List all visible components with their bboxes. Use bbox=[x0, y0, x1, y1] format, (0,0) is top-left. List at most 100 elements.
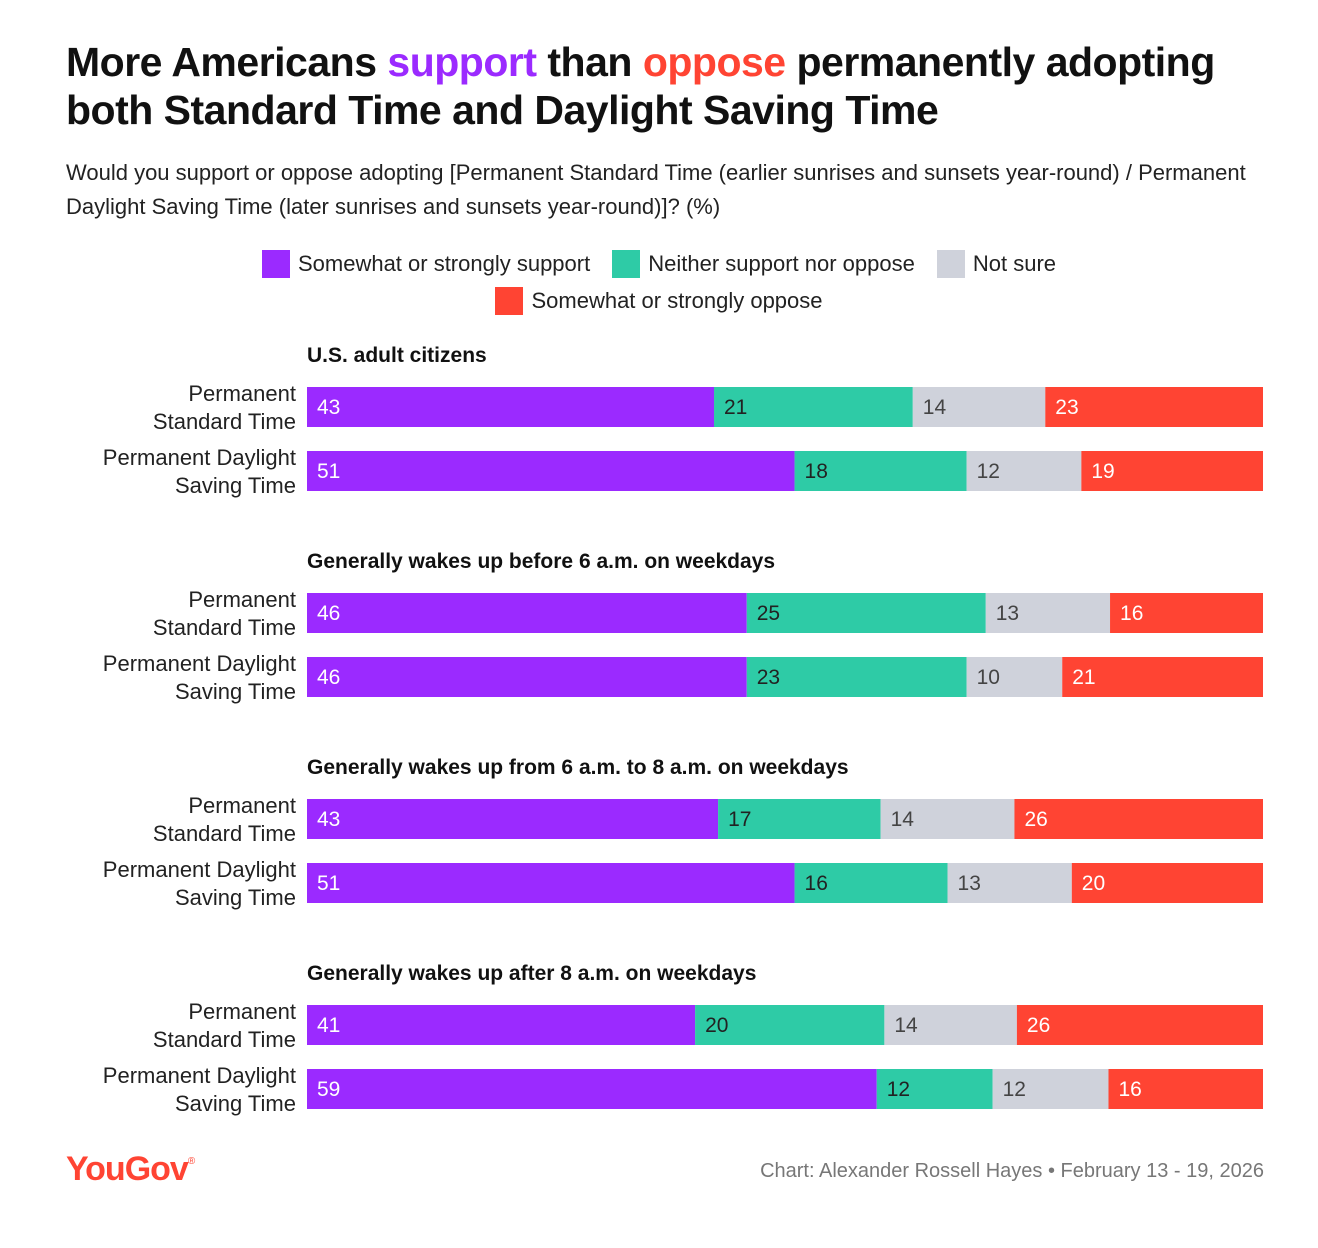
bar-segment-neither bbox=[718, 799, 881, 839]
bar-segment-not-sure bbox=[912, 387, 1046, 427]
row-label-line1: Permanent bbox=[188, 999, 296, 1024]
data-label-neither: 23 bbox=[757, 666, 780, 689]
bar-segment-not-sure bbox=[966, 657, 1063, 697]
bar-segment-oppose bbox=[1045, 387, 1263, 427]
legend-label-not-sure: Not sure bbox=[972, 251, 1057, 276]
data-label-neither: 17 bbox=[728, 808, 751, 831]
legend-second-row: Somewhat or strongly oppose bbox=[0, 287, 1318, 315]
data-label-not-sure: 14 bbox=[891, 808, 915, 831]
legend-swatch-neither bbox=[612, 250, 641, 278]
data-label-oppose: 26 bbox=[1027, 1014, 1050, 1037]
row-label-line1: Permanent Daylight bbox=[103, 1063, 296, 1088]
row-label-line2: Standard Time bbox=[153, 821, 296, 846]
data-label-support: 59 bbox=[317, 1078, 340, 1101]
row-label-line1: Permanent bbox=[188, 793, 296, 818]
row-label-line1: Permanent Daylight bbox=[103, 651, 296, 676]
data-label-not-sure: 10 bbox=[977, 666, 1000, 689]
data-label-support: 51 bbox=[317, 460, 340, 483]
bar-segment-support bbox=[307, 387, 715, 427]
bar-segment-oppose bbox=[1062, 657, 1263, 697]
legend-swatch-not-sure bbox=[936, 250, 965, 278]
data-label-support: 41 bbox=[317, 1014, 340, 1037]
data-label-support: 46 bbox=[317, 602, 340, 625]
data-label-oppose: 16 bbox=[1118, 1078, 1141, 1101]
data-label-support: 43 bbox=[317, 396, 340, 419]
legend: Somewhat or strongly support Neither sup… bbox=[0, 250, 1318, 278]
data-label-neither: 20 bbox=[705, 1014, 728, 1037]
row-label-line1: Permanent bbox=[188, 381, 296, 406]
legend-swatch-support bbox=[261, 250, 290, 278]
row-label-line2: Saving Time bbox=[175, 679, 296, 704]
data-label-oppose: 19 bbox=[1091, 460, 1114, 483]
bar-segment-oppose bbox=[1014, 799, 1263, 839]
legend-item-oppose: Somewhat or strongly oppose bbox=[495, 287, 823, 315]
bar-segment-support bbox=[307, 1069, 877, 1109]
chart-subtitle: Would you support or oppose adopting [Pe… bbox=[66, 160, 1246, 219]
legend-label-neither: Neither support nor oppose bbox=[648, 251, 915, 276]
bar-segment-not-sure bbox=[985, 593, 1111, 633]
data-label-oppose: 23 bbox=[1055, 396, 1078, 419]
bar-segment-support bbox=[307, 657, 747, 697]
legend-label-support: Somewhat or strongly support bbox=[297, 251, 591, 276]
data-label-not-sure: 14 bbox=[894, 1014, 918, 1037]
data-label-not-sure: 13 bbox=[958, 872, 981, 895]
legend-label-oppose: Somewhat or strongly oppose bbox=[531, 288, 823, 313]
row-label-line2: Standard Time bbox=[153, 1027, 296, 1052]
data-label-neither: 18 bbox=[805, 460, 828, 483]
data-label-not-sure: 13 bbox=[996, 602, 1019, 625]
bar-segment-neither bbox=[714, 387, 913, 427]
bar-segment-support bbox=[307, 1005, 696, 1045]
bar-segment-not-sure bbox=[966, 451, 1082, 491]
data-label-not-sure: 12 bbox=[1003, 1078, 1026, 1101]
bar-segment-neither bbox=[746, 593, 986, 633]
bar-segment-oppose bbox=[1108, 1069, 1263, 1109]
bar-segment-neither bbox=[794, 863, 948, 903]
legend-item-not-sure: Not sure bbox=[936, 250, 1057, 278]
data-label-neither: 25 bbox=[757, 602, 780, 625]
data-label-neither: 21 bbox=[724, 396, 747, 419]
group-label: Generally wakes up from 6 a.m. to 8 a.m.… bbox=[307, 756, 849, 779]
bar-segment-not-sure bbox=[880, 799, 1015, 839]
bar-segment-oppose bbox=[1081, 451, 1263, 491]
bar-segment-support bbox=[307, 593, 747, 633]
data-label-oppose: 16 bbox=[1120, 602, 1143, 625]
legend-swatch-oppose bbox=[495, 287, 524, 315]
bar-segment-support bbox=[307, 451, 795, 491]
data-label-oppose: 20 bbox=[1082, 872, 1105, 895]
bar-segment-neither bbox=[746, 657, 967, 697]
data-label-oppose: 21 bbox=[1072, 666, 1095, 689]
data-label-support: 51 bbox=[317, 872, 340, 895]
title-support-word: support bbox=[387, 39, 537, 85]
chart-credit: Chart: Alexander Rossell Hayes • Februar… bbox=[760, 1160, 1264, 1182]
stacked-bar-chart: U.S. adult citizens Permanent Standard Tim… bbox=[103, 344, 1263, 1116]
bar-segment-support bbox=[307, 863, 795, 903]
data-label-support: 46 bbox=[317, 666, 340, 689]
row-label-line2: Standard Time bbox=[153, 615, 296, 640]
bar-segment-not-sure bbox=[884, 1005, 1017, 1045]
row-label-line2: Saving Time bbox=[175, 473, 296, 498]
bar-segment-oppose bbox=[1071, 863, 1263, 903]
row-label-line2: Saving Time bbox=[175, 885, 296, 910]
data-label-oppose: 26 bbox=[1024, 808, 1047, 831]
row-label-line2: Saving Time bbox=[175, 1091, 296, 1116]
data-label-neither: 12 bbox=[887, 1078, 910, 1101]
bar-segment-neither bbox=[695, 1005, 885, 1045]
bar-segment-neither bbox=[876, 1069, 993, 1109]
bar-segment-not-sure bbox=[992, 1069, 1109, 1109]
data-label-neither: 16 bbox=[805, 872, 828, 895]
yougov-logo: YouGov® bbox=[66, 1150, 195, 1189]
data-label-not-sure: 12 bbox=[977, 460, 1000, 483]
title-part1: More Americans bbox=[66, 39, 388, 85]
legend-item-neither: Neither support nor oppose bbox=[612, 250, 915, 278]
group-label: Generally wakes up after 8 a.m. on weekd… bbox=[307, 962, 756, 985]
group-label: U.S. adult citizens bbox=[307, 344, 487, 367]
row-label-line2: Standard Time bbox=[153, 409, 296, 434]
row-label-line1: Permanent Daylight bbox=[103, 445, 296, 470]
row-label-line1: Permanent bbox=[188, 587, 296, 612]
row-label-line1: Permanent Daylight bbox=[103, 857, 296, 882]
data-label-support: 43 bbox=[317, 808, 340, 831]
bar-segment-not-sure bbox=[947, 863, 1072, 903]
bar-segment-neither bbox=[794, 451, 967, 491]
chart-title: More Americans support than oppose perma… bbox=[66, 38, 1286, 134]
yougov-logo-text: YouGov bbox=[66, 1150, 189, 1188]
